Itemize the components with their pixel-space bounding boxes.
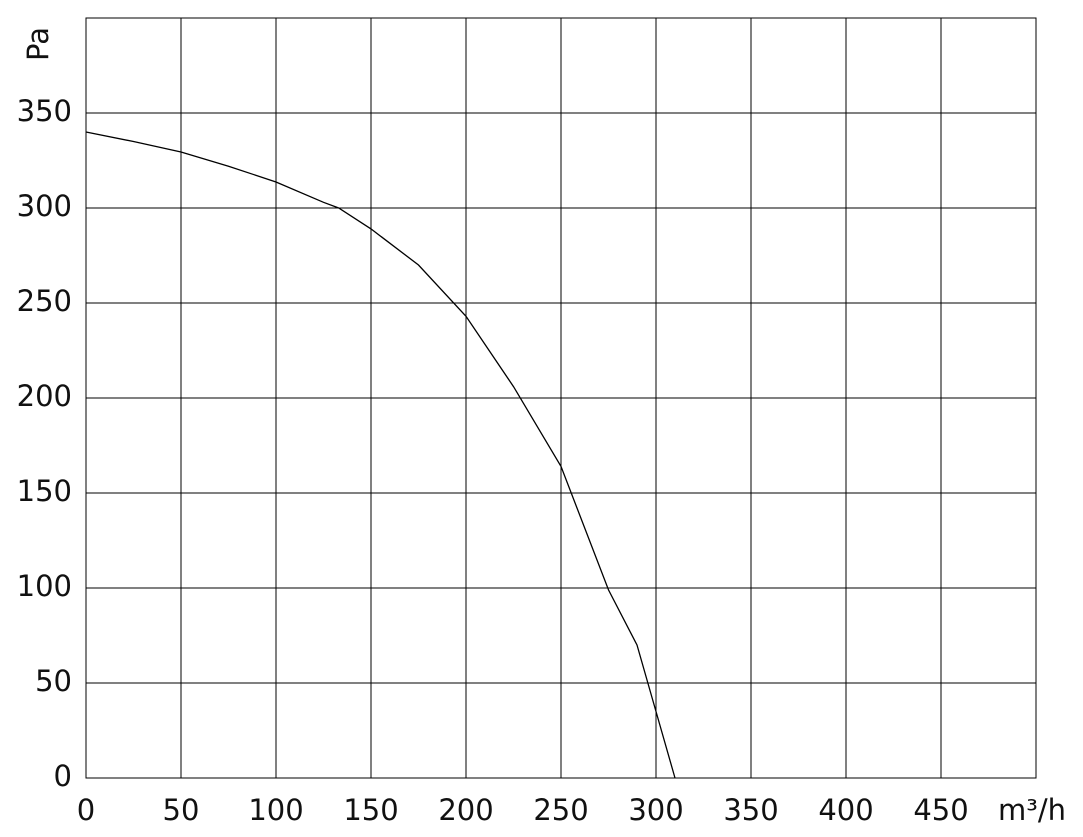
curve — [85, 131, 676, 779]
x-tick-label: 450 — [913, 793, 968, 827]
x-tick-label: 0 — [77, 793, 95, 827]
x-tick-label: 200 — [438, 793, 493, 827]
y-tick-label: 0 — [54, 759, 72, 793]
x-tick-label: 50 — [163, 793, 200, 827]
y-tick-label: 300 — [17, 189, 72, 223]
y-tick-label: 350 — [17, 94, 72, 128]
x-tick-label: 250 — [533, 793, 588, 827]
x-tick-label: 100 — [248, 793, 303, 827]
y-tick-label: 150 — [17, 474, 72, 508]
x-tick-label: 150 — [343, 793, 398, 827]
x-tick-label: 300 — [628, 793, 683, 827]
x-tick-label: 400 — [818, 793, 873, 827]
y-tick-label: 100 — [17, 569, 72, 603]
y-tick-label: 200 — [17, 379, 72, 413]
x-tick-label: 350 — [723, 793, 778, 827]
y-tick-label: 50 — [35, 664, 72, 698]
x-axis-label: m³/h — [998, 793, 1066, 827]
y-axis-label: Pa — [21, 27, 55, 61]
y-tick-label: 250 — [17, 284, 72, 318]
